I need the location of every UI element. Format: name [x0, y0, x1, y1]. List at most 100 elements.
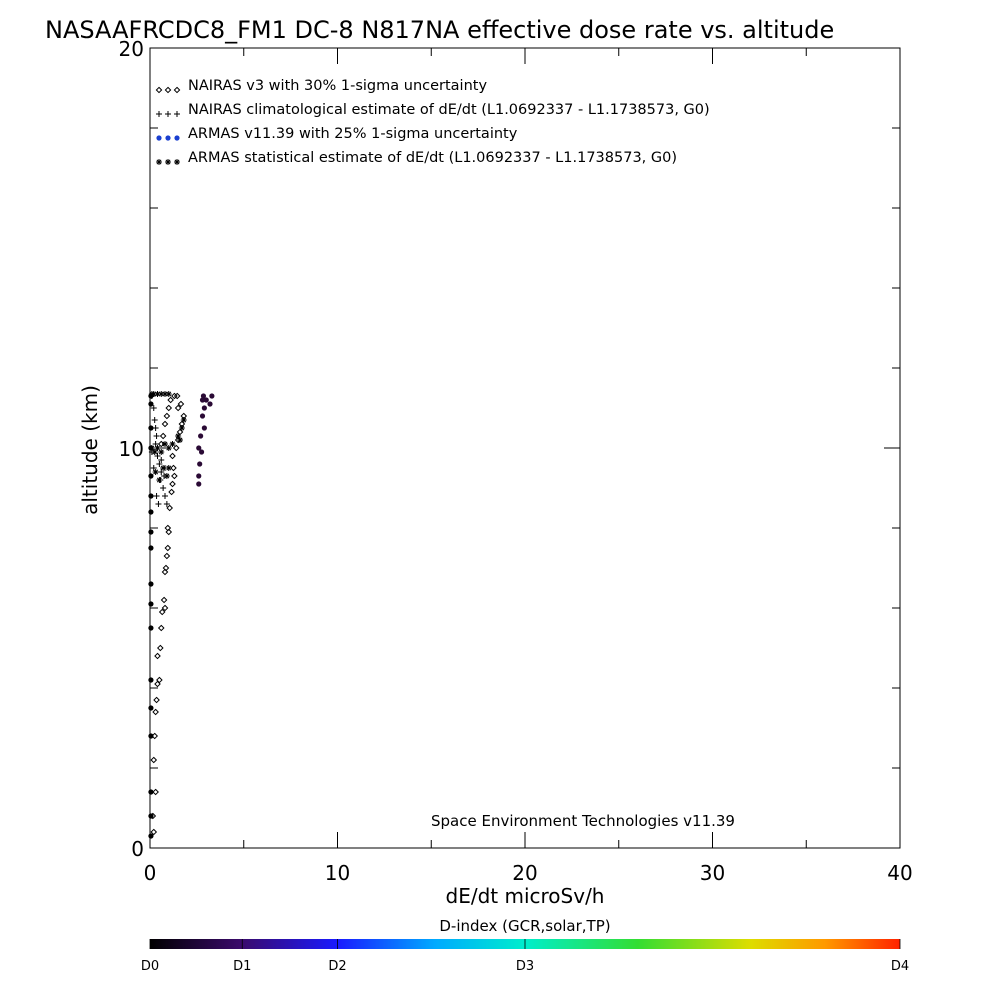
diamond-point	[171, 472, 178, 480]
asterisk-point	[152, 469, 159, 475]
legend-marker	[174, 111, 180, 117]
legend-marker	[156, 111, 162, 117]
colorbar-label: D0	[141, 959, 159, 974]
diamond-point	[171, 392, 178, 400]
diamond-point	[157, 644, 164, 652]
diamond-point	[165, 404, 173, 412]
asterisk-point	[151, 449, 158, 455]
dot-point	[196, 473, 202, 479]
dot-point	[148, 473, 154, 479]
diamond-point	[163, 412, 171, 420]
asterisk-point	[162, 441, 168, 447]
dot-point	[198, 449, 205, 455]
legend-item: NAIRAS v3 with 30% 1-sigma uncertainty	[155, 78, 487, 94]
dot-point	[199, 413, 206, 419]
dot-point	[148, 733, 154, 739]
legend-label: ARMAS v11.39 with 25% 1-sigma uncertaint…	[188, 126, 518, 142]
diamond-point	[169, 452, 176, 460]
dot-point	[199, 397, 206, 403]
plus-point	[154, 453, 161, 459]
diamond-point	[156, 676, 163, 684]
asterisk-point	[180, 417, 187, 423]
legend-marker	[164, 86, 172, 94]
asterisk-point	[158, 449, 165, 455]
diamond-point	[160, 596, 168, 604]
diamond-point	[166, 504, 173, 512]
diamond-point	[153, 696, 160, 704]
legend-item: NAIRAS climatological estimate of dE/dt …	[156, 102, 710, 118]
diamond-point	[152, 788, 159, 796]
legend-marker	[174, 135, 180, 141]
legend-marker	[156, 159, 162, 165]
diamond-point	[172, 444, 180, 452]
legend-label: NAIRAS climatological estimate of dE/dt …	[188, 102, 710, 118]
legend-marker	[156, 135, 162, 141]
dot-point	[203, 397, 209, 403]
plus-point	[160, 485, 167, 491]
dot-point	[148, 401, 154, 407]
legend-item: ARMAS statistical estimate of dE/dt (L1.…	[156, 150, 677, 166]
colorbar-label: D1	[233, 959, 251, 974]
plus-point	[158, 457, 165, 463]
colorbar-label: D3	[516, 959, 534, 974]
dot-point	[148, 509, 154, 515]
dot-point	[148, 529, 154, 535]
data-points	[148, 391, 215, 839]
asterisk-point	[154, 445, 161, 451]
diamond-point	[161, 604, 169, 612]
legend-label: NAIRAS v3 with 30% 1-sigma uncertainty	[188, 78, 487, 94]
dot-point	[148, 545, 154, 551]
asterisk-point	[165, 391, 172, 397]
x-axis-label: dE/dt microSv/h	[446, 884, 605, 908]
legend: NAIRAS v3 with 30% 1-sigma uncertainty NA…	[155, 78, 710, 166]
plus-point	[156, 461, 163, 467]
diamond-point	[150, 756, 158, 764]
asterisk-point	[156, 477, 163, 483]
y-tick-label: 20	[119, 37, 144, 61]
legend-marker	[165, 111, 171, 117]
legend-item: ARMAS v11.39 with 25% 1-sigma uncertaint…	[156, 126, 518, 142]
legend-label: ARMAS statistical estimate of dE/dt (L1.…	[188, 150, 677, 166]
chart-title: NASAAFRCDC8_FM1 DC-8 N817NA effective do…	[45, 16, 834, 44]
diamond-point	[154, 652, 161, 660]
diamond-point	[159, 432, 167, 440]
diamond-point	[161, 420, 169, 428]
dot-point	[148, 493, 154, 499]
diamond-point	[164, 524, 172, 532]
x-tick-label: 30	[700, 861, 725, 885]
dot-point	[148, 813, 154, 819]
plus-point	[162, 493, 168, 499]
dot-point	[196, 445, 202, 451]
diamond-point	[174, 404, 182, 412]
plot-frame	[149, 47, 901, 849]
dot-point	[209, 393, 215, 399]
asterisk-point	[178, 425, 185, 431]
diamond-point	[158, 608, 166, 616]
colorbar-label: D4	[891, 959, 909, 974]
dot-point	[148, 789, 154, 795]
diamond-point	[157, 440, 165, 448]
diamond-point	[170, 464, 177, 472]
dot-point	[148, 581, 154, 587]
diamond-point	[157, 624, 165, 632]
tick-labels: 0 10 20 30 40 0 10 20	[119, 37, 913, 885]
diamond-point	[163, 552, 171, 560]
dot-point	[148, 677, 154, 683]
dot-point	[148, 625, 154, 631]
credit-annotation: Space Environment Technologies v11.39	[431, 812, 735, 830]
y-axis-label: altitude (km)	[78, 385, 102, 515]
asterisk-point	[165, 465, 172, 471]
asterisk-point	[160, 465, 167, 471]
dot-point	[196, 481, 202, 487]
dot-point	[148, 833, 154, 839]
diamond-point	[162, 564, 170, 572]
diamond-point	[161, 568, 169, 576]
legend-marker	[155, 86, 163, 94]
plus-point	[155, 501, 162, 507]
dot-point	[201, 405, 207, 411]
diamond-point	[168, 488, 175, 496]
diamond-point	[164, 544, 172, 552]
diamond-point	[165, 528, 173, 536]
y-tick-label: 0	[131, 837, 144, 861]
